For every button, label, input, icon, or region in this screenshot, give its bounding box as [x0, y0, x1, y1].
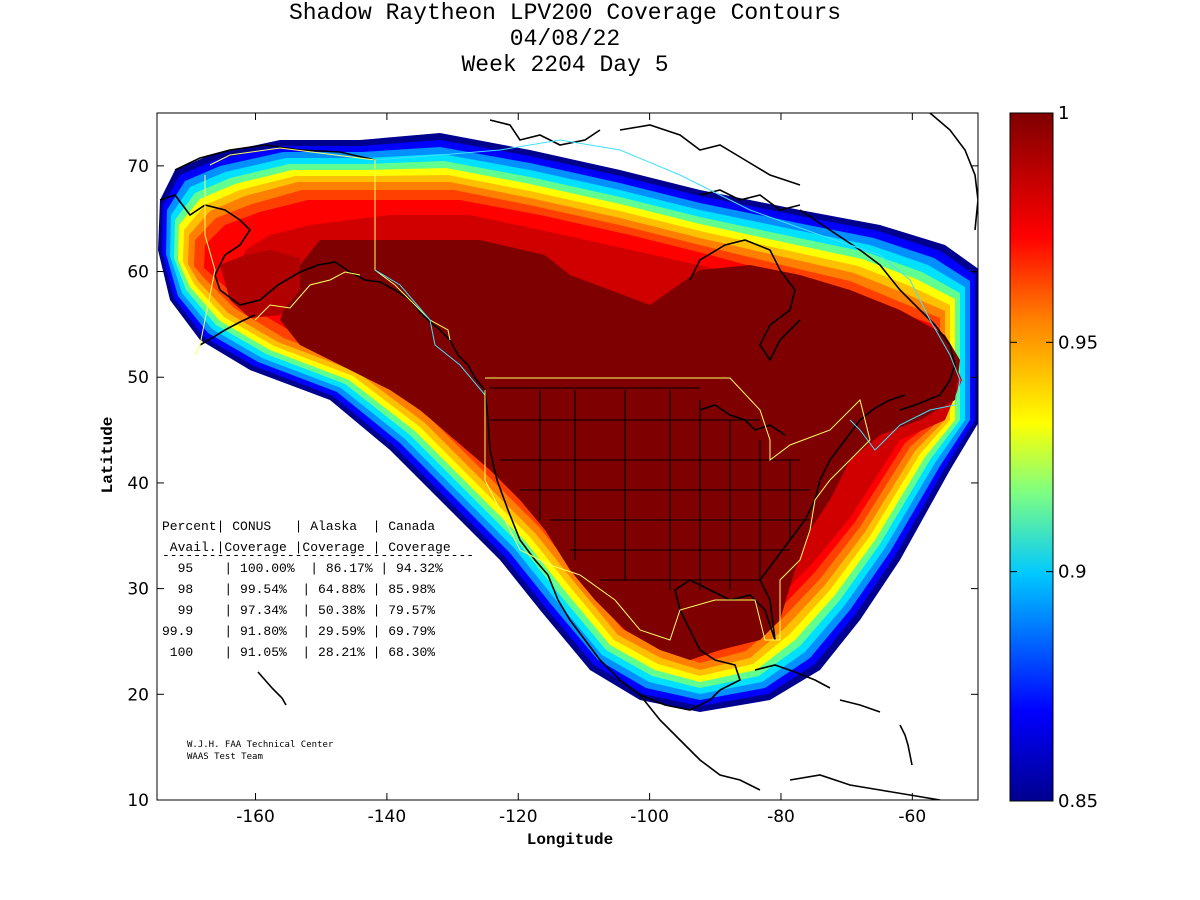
stats-row: 99 | 97.34% | 50.38% | 79.57% [162, 603, 435, 618]
lesser-antilles [899, 724, 913, 766]
y-axis-label: Latitude [99, 417, 117, 494]
chart-title: Shadow Raytheon LPV200 Coverage Contours [288, 0, 842, 26]
stats-row: 100 | 91.05% | 28.21% | 68.30% [162, 645, 435, 660]
labrador-coast [799, 209, 956, 411]
colorbar [1009, 112, 1054, 802]
y-tick-label: 40 [127, 474, 149, 494]
alaska-north [174, 144, 376, 171]
stats-row: 99.9 | 91.80% | 29.59% | 69.79% [162, 624, 435, 639]
y-tick-label: 20 [127, 685, 149, 705]
x-tick-label: -160 [236, 807, 275, 827]
conus-fir [484, 377, 871, 641]
y-tick-label: 70 [127, 157, 149, 177]
x-tick-label: -100 [630, 807, 669, 827]
alaska-fir-south [254, 271, 361, 321]
y-tick-label: 10 [127, 791, 149, 811]
colorbar-tick-label: 0.95 [1058, 332, 1098, 353]
stats-divider: ---------------------------------------- [162, 548, 474, 563]
state-boundaries [490, 387, 810, 590]
bc-coast [449, 339, 486, 391]
y-tick-label: 50 [127, 368, 149, 388]
east-coast-us [759, 394, 906, 581]
alaska-fir-west [194, 175, 216, 356]
hudson-bay [689, 239, 801, 362]
coverage-stats-table: Percent| CONUS | Alaska | Canada Avail.|… [162, 519, 474, 660]
x-tick-label: -120 [499, 807, 538, 827]
colorbar-tick-label: 0.85 [1058, 791, 1098, 812]
central-america [639, 694, 761, 791]
y-tick-label: 30 [127, 580, 149, 600]
baja-mexico-coast [547, 574, 721, 711]
yucatan-gulf [674, 579, 776, 691]
alaska-fir [209, 147, 451, 341]
hawaii [257, 671, 287, 706]
stats-row: 95 | 100.00% | 86.17% | 94.32% [162, 561, 443, 576]
arctic-islands-3 [699, 189, 801, 211]
alaska-coast [159, 194, 451, 341]
arctic-islands-2 [619, 124, 801, 186]
caribbean [839, 699, 881, 713]
greenland [929, 113, 978, 231]
aleutians [199, 314, 256, 346]
credit-line-2: WAAS Test Team [187, 752, 263, 762]
arctic-islands-1 [489, 119, 601, 146]
colorbar-tick-label: 0.9 [1058, 562, 1087, 583]
x-axis-ticks: -160 -140 -120 -100 -80 -60 [236, 113, 926, 827]
y-axis-ticks: 10 20 30 40 50 60 70 [127, 157, 978, 811]
plot-frame [156, 112, 979, 801]
y-tick-label: 60 [127, 263, 149, 283]
chart-week-day: Week 2204 Day 5 [461, 52, 669, 78]
chart-date: 04/08/22 [509, 26, 621, 52]
stats-header-2: Avail.|Coverage |Coverage | Coverage [162, 540, 451, 555]
x-axis-label: Longitude [527, 831, 613, 849]
coastlines [159, 113, 978, 800]
x-tick-label: -140 [368, 807, 407, 827]
fir-boundaries [194, 139, 961, 641]
canada-fir [374, 139, 961, 451]
x-tick-label: -80 [767, 807, 795, 827]
colorbar-tick-label: 1 [1058, 103, 1069, 124]
stats-row: 98 | 99.54% | 64.88% | 85.98% [162, 582, 435, 597]
cuba [754, 664, 831, 689]
stats-header-1: Percent| CONUS | Alaska | Canada [162, 519, 435, 534]
contour-1000-alaska [220, 250, 300, 318]
canada-fir-west [374, 269, 486, 396]
coverage-contours [158, 133, 978, 712]
contour-1000 [280, 240, 960, 660]
colorbar-ticks: 1 0.95 0.9 0.85 [1010, 103, 1098, 812]
south-america [789, 774, 941, 800]
credit-line-1: W.J.H. FAA Technical Center [187, 740, 334, 750]
x-tick-label: -60 [898, 807, 926, 827]
